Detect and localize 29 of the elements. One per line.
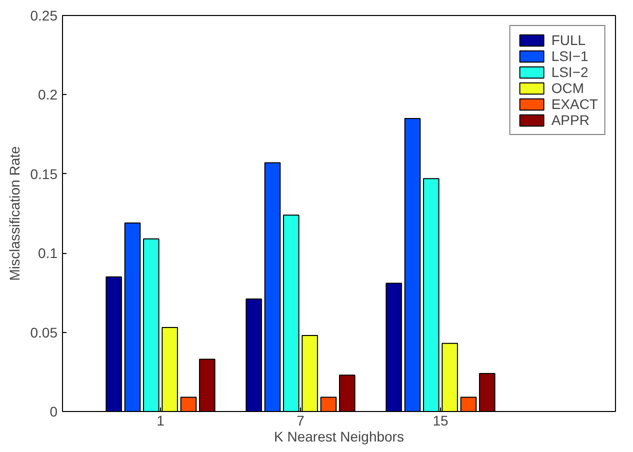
legend-label: LSI−1: [551, 48, 588, 64]
legend-label: FULL: [551, 32, 586, 48]
bar: [404, 118, 421, 412]
bar: [199, 358, 216, 412]
y-axis-title: Misclassification Rate: [6, 146, 22, 281]
bar: [386, 282, 402, 412]
bar: [460, 396, 477, 412]
legend-label: APPR: [551, 112, 590, 128]
y-tick-label: 0.1: [38, 245, 58, 262]
bar: [264, 162, 281, 412]
x-axis-title: K Nearest Neighbors: [274, 428, 404, 444]
bar: [479, 372, 496, 412]
bar: [320, 396, 337, 412]
legend-label: OCM: [551, 80, 584, 96]
bar: [180, 396, 197, 412]
legend-label: LSI−2: [551, 64, 588, 80]
y-tick-label: 0.2: [38, 86, 58, 103]
x-tick-label: 1: [156, 412, 165, 428]
legend-label: EXACT: [551, 96, 598, 112]
bar: [339, 374, 356, 412]
y-tick-label: 0.25: [30, 8, 58, 24]
y-tick-label: 0: [50, 404, 58, 420]
bar: [106, 276, 122, 412]
bar: [124, 222, 141, 412]
x-tick-label: 15: [432, 412, 448, 428]
x-tick-label: 7: [296, 412, 305, 428]
bar: [246, 298, 262, 412]
y-tick-label: 0.15: [30, 166, 58, 182]
y-tick-label: 0.05: [30, 324, 58, 340]
